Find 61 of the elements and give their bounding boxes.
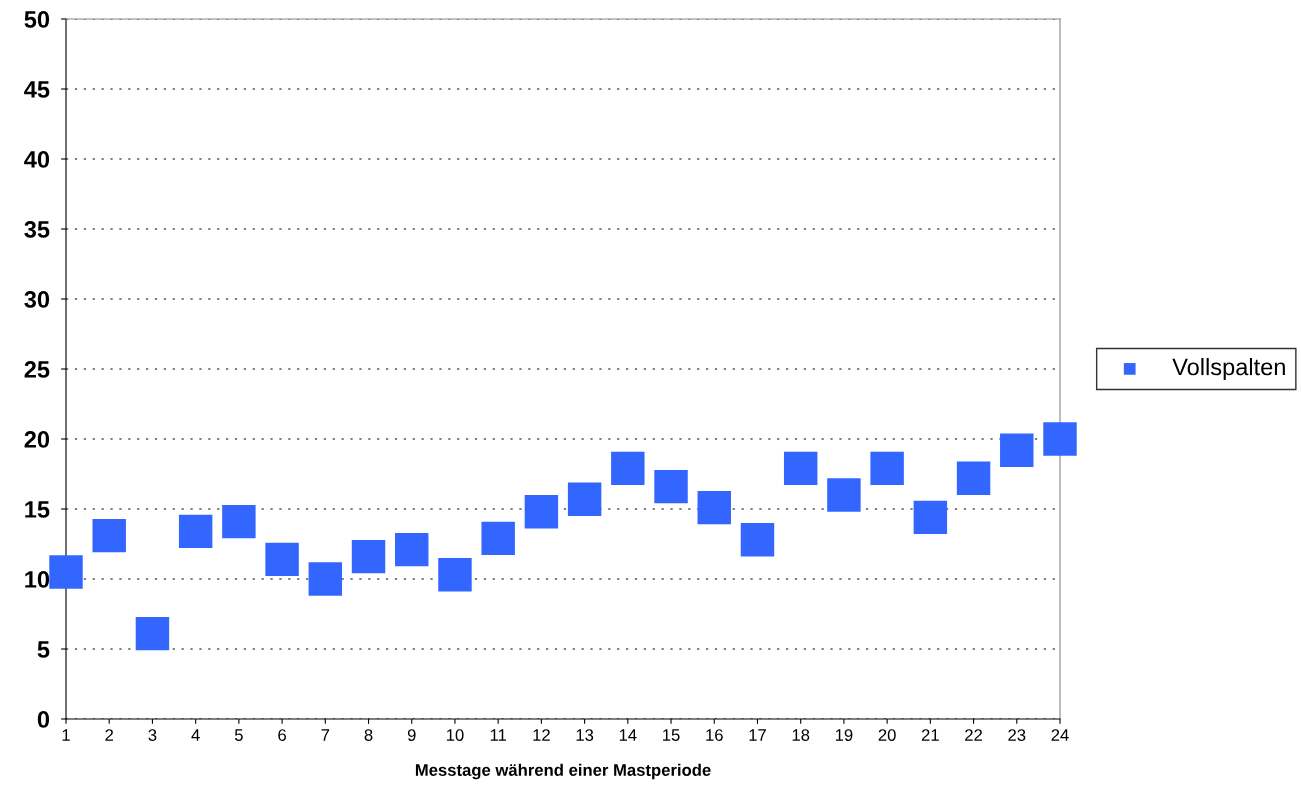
x-tick-label: 21	[921, 729, 939, 741]
x-tick-label: 3	[148, 729, 157, 741]
y-tick-label: 5	[37, 641, 50, 658]
y-tick-label: 30	[24, 291, 50, 308]
point	[783, 451, 818, 486]
x-tick-label: 12	[533, 729, 550, 741]
x-tick-label: 10	[446, 729, 464, 741]
x-tick-label: 11	[490, 729, 507, 741]
point	[524, 495, 559, 529]
y-tick-label: 25	[24, 361, 50, 378]
x-tick-label: 17	[749, 729, 766, 741]
point	[395, 532, 429, 567]
point	[697, 490, 731, 525]
x-tick-label: 16	[706, 729, 723, 741]
x-tick-label: 14	[619, 729, 637, 741]
x-tick-label: 23	[1008, 729, 1026, 741]
point	[351, 539, 386, 574]
point	[740, 523, 775, 557]
point	[92, 518, 126, 553]
x-axis-title: Messtage während einer Mastperiode	[415, 763, 711, 780]
x-tick-label: 22	[965, 729, 982, 741]
y-tick-label: 10	[25, 571, 50, 588]
point	[308, 562, 343, 596]
point	[1043, 422, 1077, 456]
point	[49, 555, 83, 589]
x-tick-label: 24	[1051, 729, 1069, 741]
x-tick-label: 18	[792, 729, 810, 741]
point	[611, 451, 645, 486]
point	[135, 616, 170, 651]
y-tick-label: 50	[24, 11, 50, 28]
x-tick-label: 19	[835, 729, 853, 741]
y-tick-label: 45	[24, 81, 50, 98]
x-tick-label: 4	[191, 729, 200, 741]
x-tick-label: 20	[878, 729, 896, 741]
point	[265, 542, 299, 577]
x-tick-label: 13	[576, 729, 594, 741]
point	[178, 514, 213, 549]
point	[438, 558, 472, 592]
x-tick-label: 9	[407, 729, 416, 741]
y-tick-label: 15	[25, 501, 50, 518]
x-tick-label: 15	[663, 729, 680, 741]
point	[481, 521, 515, 556]
y-tick-label: 20	[24, 431, 50, 448]
x-tick-label: 7	[321, 729, 330, 741]
legend-label: Vollspalten	[1172, 357, 1285, 380]
x-tick-label: 8	[364, 729, 373, 741]
point	[1000, 433, 1034, 467]
point	[956, 461, 991, 495]
y-tick-label: 40	[24, 151, 50, 168]
point	[870, 451, 904, 486]
point	[827, 478, 861, 512]
x-tick-label: 1	[62, 729, 70, 741]
point	[222, 504, 256, 539]
point	[654, 469, 688, 504]
y-tick-label: 0	[37, 711, 50, 728]
x-tick-label: 6	[278, 729, 286, 741]
x-tick-label: 5	[234, 729, 243, 741]
point	[567, 482, 602, 516]
x-tick-label: 2	[105, 729, 114, 741]
y-tick-label: 35	[24, 221, 50, 238]
point	[913, 500, 948, 535]
